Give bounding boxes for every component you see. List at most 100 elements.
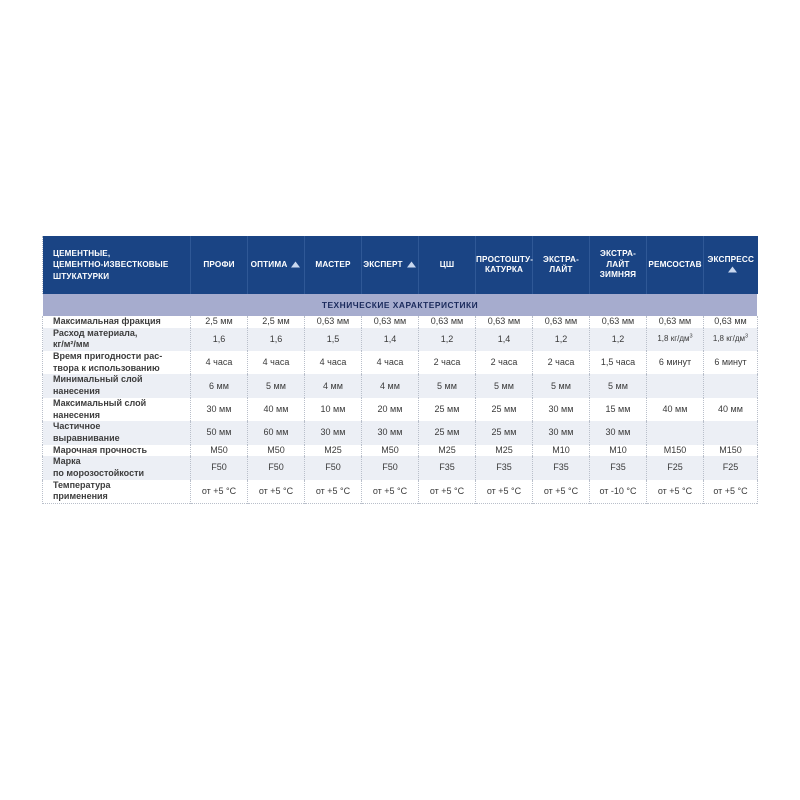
cell-value: от +5 °С [646, 479, 704, 504]
section-band-row: ТЕХНИЧЕСКИЕ ХАРАКТЕРИСТИКИ [42, 294, 758, 316]
table-row: Время пригодности рас- твора к использов… [42, 351, 758, 375]
cell-value: от +5 °С [304, 479, 362, 504]
cell-value: 5 мм [247, 374, 305, 398]
cell-value: от -10 °С [589, 479, 647, 504]
cell-value: от +5 °С [475, 479, 533, 504]
cell-value: М150 [703, 444, 758, 457]
cell-value: 30 мм [190, 397, 248, 422]
cell-value: от +5 °С [190, 479, 248, 504]
cell-value: 1,6 [190, 327, 248, 352]
cell-value: 0,63 мм [703, 316, 758, 328]
cell-value: F50 [190, 456, 248, 480]
cell-value: F35 [475, 456, 533, 480]
column-header-profi[interactable]: ПРОФИ [190, 236, 248, 294]
corner-header-line-1: ЦЕМЕНТНЫЕ, [53, 248, 111, 258]
cell-value [646, 421, 704, 445]
cell-value: 1,2 [589, 327, 647, 352]
row-label: Марка по морозостойкости [42, 456, 191, 480]
row-label: Температура применения [42, 479, 191, 504]
cell-value: 4 мм [361, 374, 419, 398]
cell-value: 1,4 [361, 327, 419, 352]
cell-value: 30 мм [361, 421, 419, 445]
cell-value [646, 374, 704, 398]
column-header-remsostav[interactable]: РЕМСОСТАВ [646, 236, 704, 294]
column-header-label: МАСТЕР [315, 259, 351, 269]
cell-value: F50 [304, 456, 362, 480]
cell-value: 2 часа [418, 351, 476, 375]
cell-value: 20 мм [361, 397, 419, 422]
corner-header-line-2: ЦЕМЕНТНО-ИЗВЕСТКОВЫЕ [53, 260, 169, 270]
cell-value: 1,8 кг/дм3 [703, 327, 758, 352]
cell-value: 5 мм [418, 374, 476, 398]
cell-value: 5 мм [475, 374, 533, 398]
cell-value: F35 [418, 456, 476, 480]
cell-value: F25 [646, 456, 704, 480]
cell-value: 40 мм [646, 397, 704, 422]
cell-value: 6 мм [190, 374, 248, 398]
spec-table-container: ЦЕМЕНТНЫЕ, ЦЕМЕНТНО-ИЗВЕСТКОВЫЕ ШТУКАТУР… [42, 236, 758, 504]
column-header-extra-light[interactable]: ЭКСТРА- ЛАЙТ [532, 236, 590, 294]
row-label: Время пригодности рас- твора к использов… [42, 351, 191, 375]
cell-value: 0,63 мм [304, 316, 362, 328]
cell-value: 1,5 [304, 327, 362, 352]
cell-value: 30 мм [532, 397, 590, 422]
table-row: Максимальный слой нанесения 30 мм 40 мм … [42, 397, 758, 422]
cell-value [703, 374, 758, 398]
column-header-master[interactable]: МАСТЕР [304, 236, 362, 294]
table-row: Расход материала, кг/м²/мм 1,6 1,6 1,5 1… [42, 327, 758, 352]
column-header-expert[interactable]: ЭКСПЕРТ [361, 236, 419, 294]
cell-value: М10 [532, 444, 590, 457]
column-header-label: ЭКСПЕРТ [363, 259, 403, 269]
table-header-row: ЦЕМЕНТНЫЕ, ЦЕМЕНТНО-ИЗВЕСТКОВЫЕ ШТУКАТУР… [42, 236, 758, 294]
cell-value: 40 мм [247, 397, 305, 422]
section-band-label: ТЕХНИЧЕСКИЕ ХАРАКТЕРИСТИКИ [42, 294, 758, 316]
corner-header-line-3: ШТУКАТУРКИ [53, 271, 110, 281]
cell-value: 25 мм [418, 397, 476, 422]
cell-value: М10 [589, 444, 647, 457]
cell-value: 25 мм [418, 421, 476, 445]
column-header-csh[interactable]: ЦШ [418, 236, 476, 294]
cell-value: 25 мм [475, 397, 533, 422]
mountain-icon [406, 261, 416, 268]
mountain-icon [291, 261, 301, 268]
cell-value: 50 мм [190, 421, 248, 445]
mountain-icon [727, 266, 737, 273]
cell-value: 40 мм [703, 397, 758, 422]
table-row: Максимальная фракция 2,5 мм 2,5 мм 0,63 … [42, 316, 758, 328]
cell-value: М25 [304, 444, 362, 457]
cell-value: 2 часа [532, 351, 590, 375]
cell-value: 2,5 мм [247, 316, 305, 328]
table-row: Марочная прочность М50 М50 М25 М50 М25 М… [42, 444, 758, 457]
column-header-label: ЭКСТРА- ЛАЙТ [543, 254, 579, 275]
table-row: Минимальный слой нанесения 6 мм 5 мм 4 м… [42, 374, 758, 398]
cell-value: 1,2 [418, 327, 476, 352]
column-header-label: ЦШ [439, 259, 455, 269]
table-body: ТЕХНИЧЕСКИЕ ХАРАКТЕРИСТИКИ Максимальная … [42, 294, 758, 504]
cell-value: 30 мм [589, 421, 647, 445]
table-row: Температура применения от +5 °С от +5 °С… [42, 479, 758, 504]
cell-value: F25 [703, 456, 758, 480]
cell-value: 25 мм [475, 421, 533, 445]
cell-value: 0,63 мм [589, 316, 647, 328]
cell-value: F35 [589, 456, 647, 480]
column-header-optima[interactable]: ОПТИМА [247, 236, 305, 294]
column-header-label: ПРОФИ [203, 259, 235, 269]
cell-value: М25 [475, 444, 533, 457]
column-header-prostoshtukaturka[interactable]: ПРОСТОШТУ- КАТУРКА [475, 236, 534, 294]
cell-value: 4 часа [361, 351, 419, 375]
cell-value: от +5 °С [247, 479, 305, 504]
cell-value: М50 [361, 444, 419, 457]
column-header-extra-light-winter[interactable]: ЭКСТРА- ЛАЙТ ЗИМНЯЯ [589, 236, 647, 294]
cell-value: 0,63 мм [418, 316, 476, 328]
cell-value: от +5 °С [361, 479, 419, 504]
cell-value: 2 часа [475, 351, 533, 375]
row-label: Максимальный слой нанесения [42, 397, 191, 422]
row-label: Расход материала, кг/м²/мм [42, 327, 191, 352]
cell-value: 4 мм [304, 374, 362, 398]
column-header-label: ПРОСТОШТУ- КАТУРКА [476, 254, 534, 275]
cell-value: 1,2 [532, 327, 590, 352]
cell-value: 0,63 мм [646, 316, 704, 328]
cell-value: F50 [361, 456, 419, 480]
column-header-express[interactable]: ЭКСПРЕСС [703, 236, 758, 294]
cell-value: 1,8 кг/дм3 [646, 327, 704, 352]
